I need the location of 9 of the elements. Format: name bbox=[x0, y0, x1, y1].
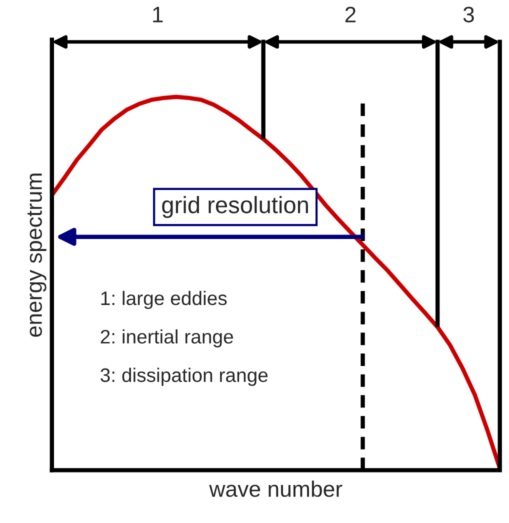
annotation: grid resolution bbox=[162, 196, 308, 218]
y-axis-title: energy spectrum bbox=[27, 174, 46, 337]
annotation: 3: dissipation range bbox=[100, 368, 268, 386]
text: 1 bbox=[153, 6, 163, 22]
text: 2 bbox=[345, 6, 356, 22]
x-axis-title: wave number bbox=[209, 480, 342, 497]
annotation: 2: inertial range bbox=[100, 329, 234, 348]
annotation: 1: large eddies bbox=[101, 290, 227, 310]
text: 3 bbox=[463, 6, 474, 22]
